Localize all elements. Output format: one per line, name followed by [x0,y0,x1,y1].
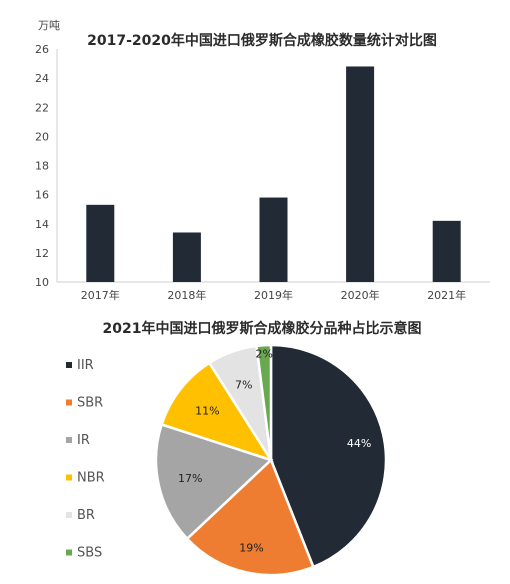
x-tick-label: 2021年 [427,288,466,302]
legend-swatch-BR [66,512,72,518]
pie-slice-NBR [160,361,274,463]
pie-slice-label-SBS: 2% [256,347,273,360]
bar-chart: 2017-2020年中国进口俄罗斯合成橡胶数量统计对比图 万吨 10 12 14 16 18… [35,19,490,302]
bar-2020年 [346,66,375,282]
pie-slice-IIR [269,343,388,569]
pie-slice-label-IR: 17% [178,472,202,485]
legend-swatch-SBR [66,399,72,406]
bar-2019年 [259,197,288,282]
x-tick-label: 2019年 [254,288,293,302]
y-tick-label: 24 [35,72,49,85]
legend-label-SBR: SBR [77,396,103,411]
pie-slice-SBR [185,457,315,577]
x-tick-label: 2017年 [81,288,120,302]
y-tick-label: 20 [35,130,49,143]
pie-slice-IR [154,422,274,541]
y-tick-label: 10 [35,276,49,289]
x-tick-label: 2020年 [341,288,380,302]
y-tick-label: 26 [35,43,49,56]
y-tick-label: 22 [35,101,49,114]
y-tick-label: 18 [35,160,49,173]
legend-label-IR: IR [77,433,90,448]
bar-chart-title: 2017-2020年中国进口俄罗斯合成橡胶数量统计对比图 [87,32,437,49]
legend-swatch-IIR [66,362,72,368]
y-tick-label: 14 [35,218,49,231]
y-axis-unit-label: 万吨 [38,19,60,32]
pie-slice-SBS [255,343,273,461]
y-tick-label: 12 [35,247,49,260]
bar-2017年 [86,204,115,282]
legend-label-IIR: IIR [77,358,94,373]
bar-2021年 [432,220,461,282]
legend-swatch-SBS [66,549,72,556]
x-tick-label: 2018年 [167,288,206,302]
legend-label-BR: BR [77,508,95,523]
pie-slice-label-BR: 7% [235,378,252,391]
pie-chart-title: 2021年中国进口俄罗斯合成橡胶分品种占比示意图 [103,320,422,337]
y-tick-label: 16 [35,189,49,202]
pie-slice-label-NBR: 11% [195,405,219,418]
legend-label-SBS: SBS [77,546,102,561]
pie-slice-BR [207,344,273,461]
legend-swatch-NBR [66,474,72,481]
pie-slice-label-SBR: 19% [239,542,263,555]
bar-2018年 [172,232,201,282]
pie-slice-label-IIR: 44% [347,437,371,450]
legend-swatch-IR [66,437,72,443]
legend-label-NBR: NBR [77,471,105,486]
